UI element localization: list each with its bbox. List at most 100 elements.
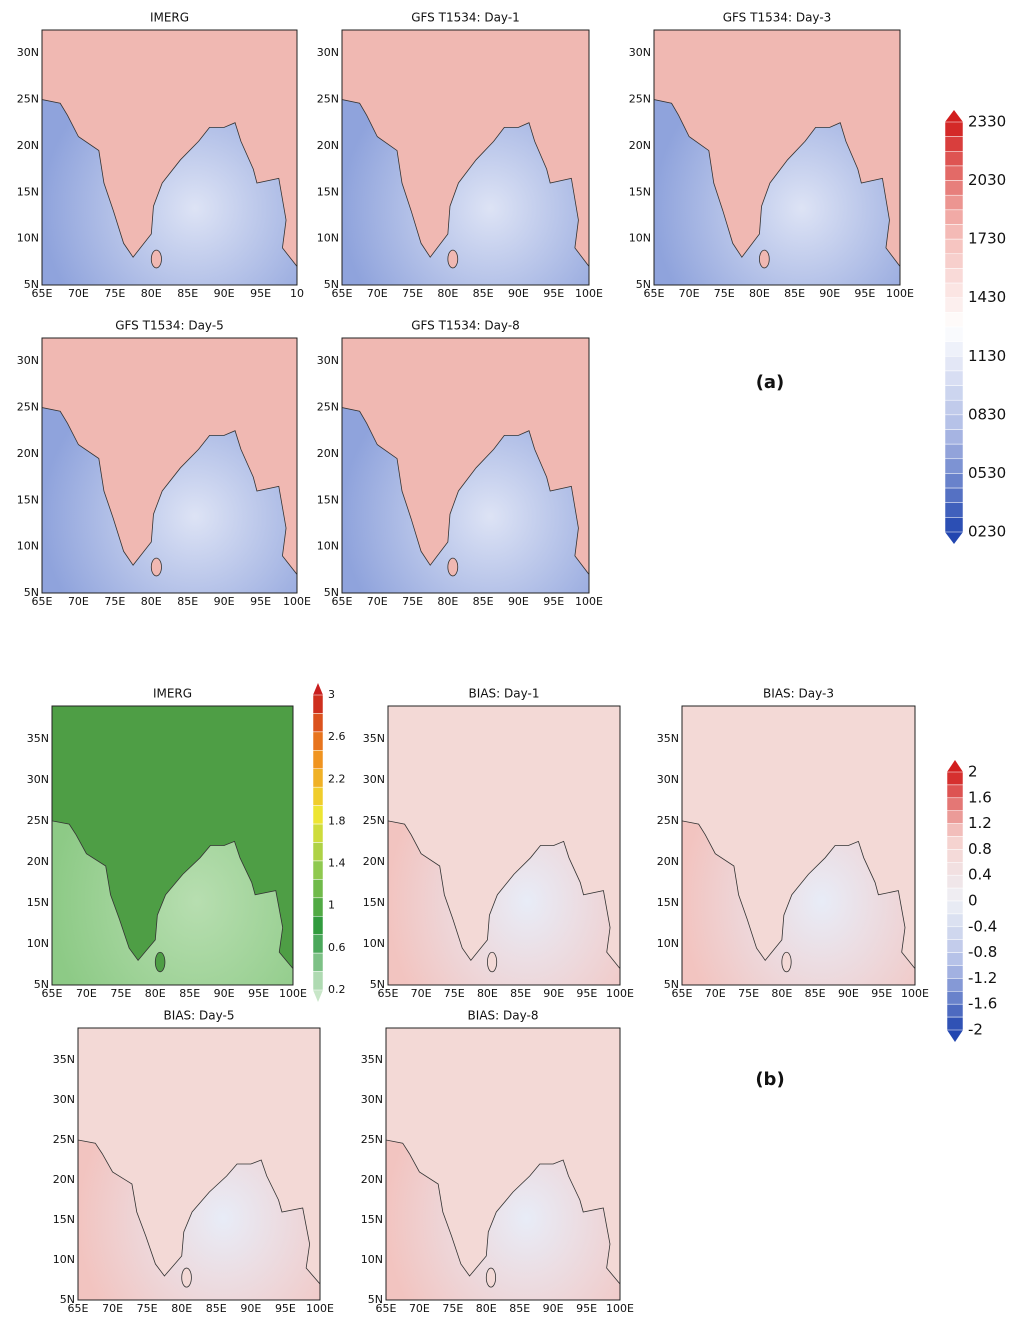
lat-label: 5N: [24, 278, 39, 291]
lon-label: 70E: [102, 1302, 123, 1315]
colorbar-swatch: [944, 194, 964, 211]
colorbar-label: 1730: [968, 230, 1006, 248]
lat-label: 10N: [361, 1253, 383, 1266]
colorbar-swatch: [944, 180, 964, 196]
lon-label: 90E: [543, 1302, 564, 1315]
map-land: [42, 30, 297, 268]
colorbar-label: 1.8: [328, 814, 346, 827]
lat-label: 25N: [317, 401, 339, 414]
colorbar-swatch: [944, 458, 964, 474]
lat-label: 5N: [34, 978, 49, 991]
map-land: [78, 1028, 320, 1285]
colorbar-label: 1.6: [968, 788, 992, 806]
colorbar-swatch: [946, 978, 964, 992]
lat-label: 20N: [363, 855, 385, 868]
colorbar-cap: [313, 683, 323, 695]
colorbar-label: 0.4: [968, 866, 992, 884]
colorbar-label: 0: [968, 892, 978, 910]
colorbar-swatch: [946, 810, 964, 824]
lat-label: 20N: [317, 139, 339, 152]
lat-label: 15N: [317, 493, 339, 506]
lon-label: 80E: [477, 987, 498, 1000]
colorbar-swatch: [312, 897, 324, 917]
lat-label: 5N: [24, 586, 39, 599]
lat-label: 30N: [317, 46, 339, 59]
lat-label: 20N: [361, 1173, 383, 1186]
map-land: [682, 706, 915, 970]
lon-label: 85E: [473, 287, 494, 300]
map-frame: [41, 29, 298, 286]
map-frame: [653, 29, 901, 286]
lon-label: 100E: [886, 287, 914, 300]
lat-label: 10N: [317, 232, 339, 245]
lon-label: 95E: [576, 1302, 597, 1315]
colorbar-swatch: [312, 879, 324, 899]
colorbar-swatch: [944, 443, 964, 460]
lon-label: 95E: [543, 287, 564, 300]
colorbar-swatch: [312, 805, 324, 825]
lat-label: 10N: [27, 937, 49, 950]
colorbar-swatch: [312, 842, 324, 862]
lon-label: 85E: [177, 595, 198, 608]
lon-label: 65E: [32, 287, 53, 300]
lat-label: 25N: [361, 1133, 383, 1146]
sri-lanka: [781, 951, 792, 973]
lat-label: 10N: [53, 1253, 75, 1266]
lat-label: 5N: [368, 1293, 383, 1306]
lat-label: 5N: [664, 978, 679, 991]
map-title: IMERG: [150, 11, 189, 25]
colorbar-swatch: [944, 517, 964, 533]
lat-label: 30N: [657, 773, 679, 786]
lon-label: 85E: [177, 287, 198, 300]
lat-label: 25N: [629, 93, 651, 106]
colorbar-swatch: [946, 939, 964, 953]
colorbar-swatch: [944, 121, 964, 137]
lat-label: 15N: [53, 1213, 75, 1226]
colorbar-swatch: [944, 209, 964, 225]
colorbar-label: -1.6: [968, 995, 997, 1013]
sri-lanka: [447, 249, 459, 269]
lon-label: 80E: [771, 987, 792, 1000]
lon-label: 80E: [437, 595, 458, 608]
lat-label: 5N: [324, 278, 339, 291]
lat-label: 25N: [53, 1133, 75, 1146]
lon-label: 95E: [576, 987, 597, 1000]
lon-label: 75E: [444, 987, 465, 1000]
lon-label: 100E: [575, 287, 603, 300]
colorbar-label: 3: [328, 688, 335, 701]
lon-label: 75E: [104, 595, 125, 608]
colorbar-swatch: [944, 399, 964, 416]
colorbar-label: 1.4: [328, 857, 346, 870]
lat-label: 15N: [363, 896, 385, 909]
lon-label: 85E: [805, 987, 826, 1000]
colorbar-swatch: [944, 253, 964, 269]
map-frame: [341, 337, 590, 594]
colorbar-label: 0830: [968, 405, 1006, 423]
lon-label: 95E: [275, 1302, 296, 1315]
lon-label: 65E: [672, 987, 693, 1000]
map-title: BIAS: Day-8: [468, 1009, 539, 1023]
lon-label: 65E: [42, 987, 63, 1000]
lat-label: 15N: [17, 185, 39, 198]
colorbar-cap: [947, 760, 963, 772]
lon-label: 100E: [283, 595, 311, 608]
lon-label: 65E: [32, 595, 53, 608]
lon-label: 65E: [68, 1302, 89, 1315]
lon-label: 80E: [749, 287, 770, 300]
colorbar-swatch: [312, 952, 324, 972]
map-title: BIAS: Day-5: [164, 1009, 235, 1023]
colorbar-swatch: [946, 849, 964, 863]
colorbar-swatch: [944, 297, 964, 313]
lon-label: 90E: [214, 987, 235, 1000]
lon-label: 70E: [409, 1302, 430, 1315]
lat-label: 25N: [657, 814, 679, 827]
colorbar-swatch: [946, 887, 964, 902]
lat-label: 30N: [363, 773, 385, 786]
lon-label: 80E: [141, 595, 162, 608]
map-title: GFS T1534: Day-8: [411, 319, 520, 333]
lat-label: 30N: [629, 46, 651, 59]
lat-label: 20N: [629, 139, 651, 152]
